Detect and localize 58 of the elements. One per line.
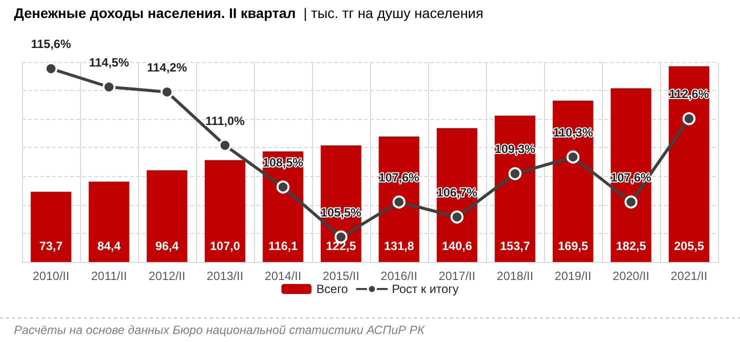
legend-label: Рост к итогу	[392, 282, 459, 296]
data-label: 73,7	[39, 239, 63, 253]
data-label: 114,2%	[146, 60, 188, 74]
point	[218, 138, 232, 152]
bar	[494, 116, 536, 262]
x-tick-label: 2016/II	[380, 269, 418, 283]
data-label: 140,6	[442, 239, 472, 253]
data-label: 115,6%	[30, 37, 72, 52]
x-tick-label: 2010/II	[32, 269, 70, 283]
x-tick-label: 2011/II	[91, 269, 127, 283]
point	[44, 62, 58, 76]
bar	[668, 66, 710, 262]
chart-subtitle: | тыс. тг на душу населения	[296, 5, 484, 21]
data-label: 108,5%	[262, 156, 304, 170]
x-tick-label: 2013/II	[206, 269, 244, 283]
data-label: 96,4	[155, 239, 179, 253]
bar	[146, 170, 188, 262]
point	[566, 150, 580, 164]
text: Расчёты на основе данных Бюро национальной статистики АСПиР РК	[14, 323, 426, 337]
legend-label: Всего	[316, 282, 348, 296]
bar	[204, 160, 246, 262]
x-tick-label: 2012/II	[148, 269, 186, 283]
data-label: 107,6%	[378, 170, 420, 184]
data-label: 153,7	[500, 239, 530, 253]
data-label: 205,5	[674, 239, 704, 253]
point	[682, 112, 696, 126]
x-tick-label: 2015/II	[322, 269, 360, 283]
x-tick-label: 2020/II	[612, 269, 650, 283]
data-label: 109,3%	[494, 142, 536, 156]
bar	[30, 192, 72, 262]
chart-title: Денежные доходы населения. II квартал	[14, 5, 296, 21]
data-label: 114,5%	[88, 56, 130, 70]
point	[276, 180, 290, 194]
bar	[88, 182, 130, 262]
data-label: 105,5%	[320, 206, 362, 220]
point	[508, 167, 522, 180]
data-label: 84,4	[97, 239, 121, 253]
point	[624, 196, 638, 208]
bar	[436, 128, 478, 262]
data-label: 107,0	[210, 239, 240, 253]
data-label: 182,5	[616, 239, 646, 253]
bar	[610, 88, 652, 262]
point	[392, 196, 406, 208]
x-tick-label: 2019/II	[554, 269, 592, 283]
data-label: 111,0%	[205, 114, 246, 128]
x-tick-label: 2014/II	[264, 269, 302, 283]
x-tick-label: 2017/II	[438, 269, 476, 283]
point	[450, 210, 464, 224]
data-label: 131,8	[384, 239, 414, 253]
x-tick-label: 2018/II	[496, 269, 534, 283]
data-label: 112,6%	[668, 87, 710, 102]
data-label: 106,7%	[436, 186, 478, 200]
bar	[552, 100, 594, 262]
data-label: 169,5	[558, 239, 588, 253]
data-label: 110,3%	[552, 126, 594, 140]
x-tick-label: 2021/II	[670, 269, 708, 283]
bar	[378, 136, 420, 262]
data-label: 116,1	[268, 239, 298, 253]
